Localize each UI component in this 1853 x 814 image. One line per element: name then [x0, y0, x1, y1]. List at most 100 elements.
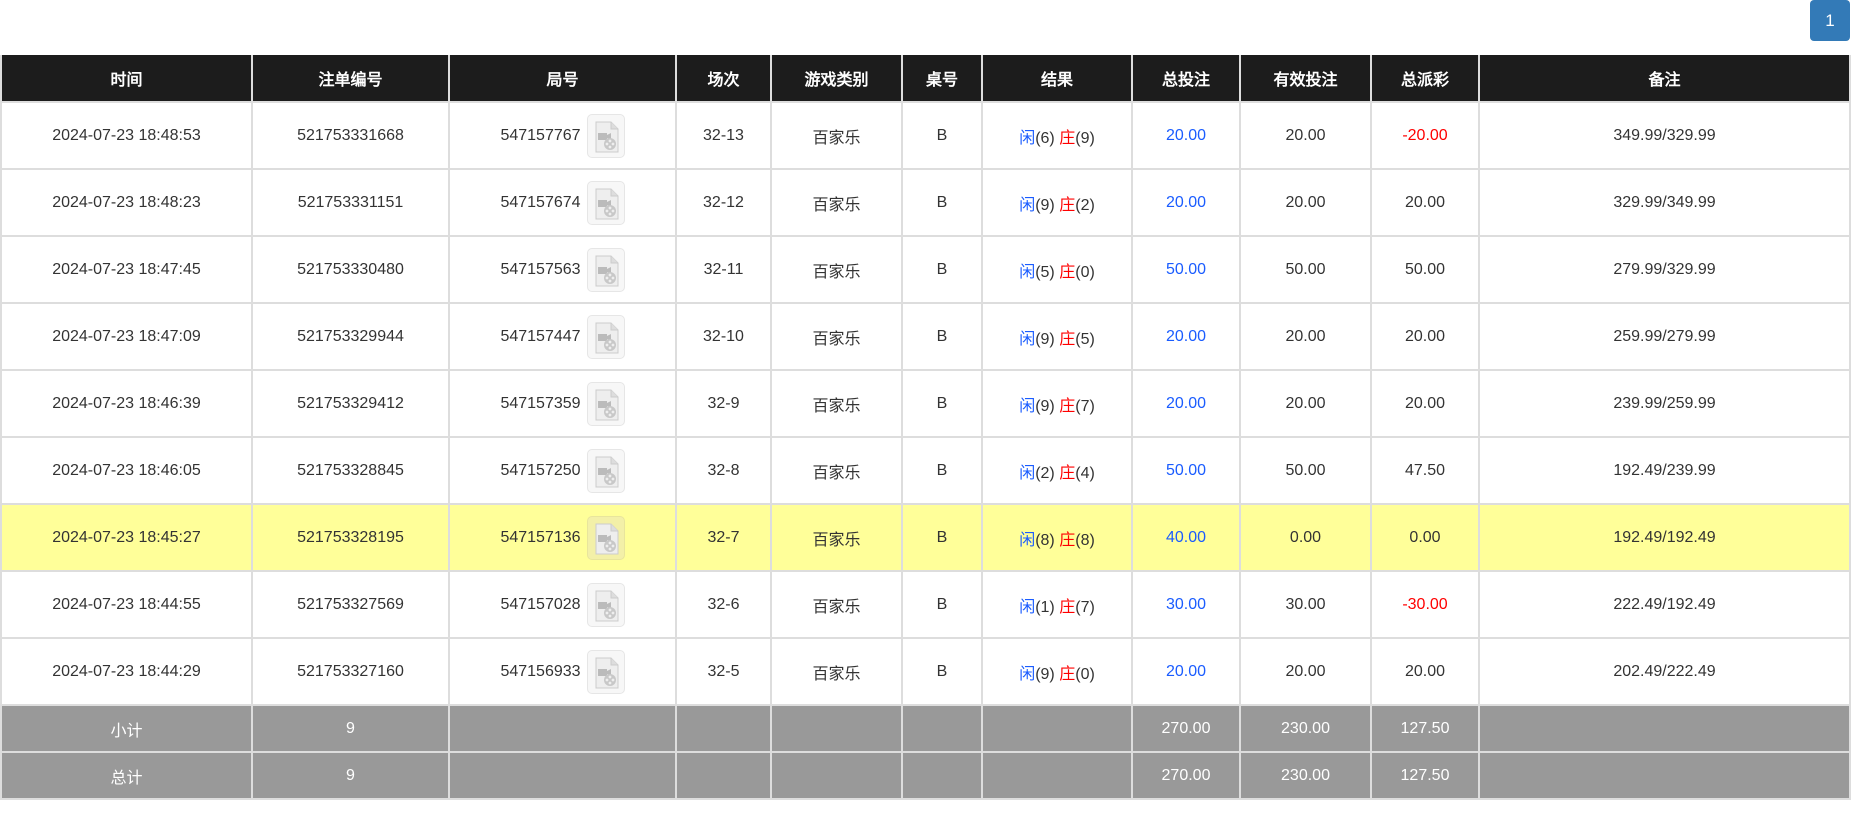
- table-row: 2024-07-23 18:47:09 521753329944 5471574…: [0, 302, 1851, 371]
- table-row: 2024-07-23 18:48:23 521753331151 5471576…: [0, 168, 1851, 237]
- time-cell: 2024-07-23 18:47:09: [0, 302, 253, 371]
- round-cell: 547157767: [448, 101, 677, 170]
- video-replay-icon[interactable]: [586, 649, 625, 694]
- subtotal-row: 小计 9 270.00 230.00 127.50: [0, 704, 1851, 753]
- total-bet-cell: 40.00: [1131, 503, 1241, 572]
- session-cell: 32-13: [675, 101, 772, 170]
- video-replay-icon[interactable]: [586, 180, 625, 225]
- banker-score: (8): [1075, 531, 1095, 549]
- player-label: 闲: [1019, 263, 1036, 281]
- banker-label: 庄: [1059, 263, 1076, 281]
- valid-bet-cell: 20.00: [1239, 369, 1372, 438]
- video-replay-icon[interactable]: [586, 515, 625, 560]
- header-session: 场次: [675, 55, 772, 103]
- bet-no-cell: 521753327160: [251, 637, 450, 706]
- table-no-cell: B: [901, 369, 983, 438]
- round-number: 547157674: [500, 193, 581, 211]
- game-type-cell: 百家乐: [770, 168, 903, 237]
- bet-no-cell: 521753330480: [251, 235, 450, 304]
- banker-score: (9): [1075, 129, 1095, 147]
- banker-label: 庄: [1059, 598, 1076, 616]
- player-score: (9): [1035, 397, 1055, 415]
- game-type-cell: 百家乐: [770, 503, 903, 572]
- time-cell: 2024-07-23 18:44:55: [0, 570, 253, 639]
- total-bet-cell: 20.00: [1131, 369, 1241, 438]
- round-cell: 547157250: [448, 436, 677, 505]
- header-valid-bet: 有效投注: [1239, 55, 1372, 103]
- result-cell: 闲(9) 庄(5): [981, 302, 1133, 371]
- game-type-cell: 百家乐: [770, 570, 903, 639]
- table-row: 2024-07-23 18:44:55 521753327569 5471570…: [0, 570, 1851, 639]
- total-valid-bet: 230.00: [1239, 751, 1372, 800]
- player-label: 闲: [1019, 330, 1036, 348]
- round-cell: 547157447: [448, 302, 677, 371]
- valid-bet-cell: 50.00: [1239, 436, 1372, 505]
- table-header: 时间 注单编号 局号 场次 游戏类别 桌号 结果 总投注 有效投注 总派彩 备注: [0, 55, 1851, 103]
- header-total-bet: 总投注: [1131, 55, 1241, 103]
- payout-cell: 20.00: [1370, 637, 1480, 706]
- video-replay-icon[interactable]: [586, 582, 625, 627]
- note-cell: 259.99/279.99: [1478, 302, 1851, 371]
- result-cell: 闲(6) 庄(9): [981, 101, 1133, 170]
- subtotal-valid-bet: 230.00: [1239, 704, 1372, 753]
- header-bet-no: 注单编号: [251, 55, 450, 103]
- table-no-cell: B: [901, 235, 983, 304]
- video-replay-icon[interactable]: [586, 113, 625, 158]
- subtotal-count: 9: [251, 704, 450, 753]
- table-row: 2024-07-23 18:46:05 521753328845 5471572…: [0, 436, 1851, 505]
- valid-bet-cell: 20.00: [1239, 637, 1372, 706]
- table-no-cell: B: [901, 637, 983, 706]
- payout-cell: 20.00: [1370, 369, 1480, 438]
- player-score: (9): [1035, 665, 1055, 683]
- valid-bet-cell: 50.00: [1239, 235, 1372, 304]
- total-count: 9: [251, 751, 450, 800]
- note-cell: 329.99/349.99: [1478, 168, 1851, 237]
- total-bet-cell: 20.00: [1131, 302, 1241, 371]
- session-cell: 32-6: [675, 570, 772, 639]
- empty-cell: [901, 704, 983, 753]
- result-cell: 闲(1) 庄(7): [981, 570, 1133, 639]
- valid-bet-cell: 20.00: [1239, 302, 1372, 371]
- banker-label: 庄: [1059, 464, 1076, 482]
- video-replay-icon[interactable]: [586, 448, 625, 493]
- round-cell: 547157359: [448, 369, 677, 438]
- player-score: (5): [1035, 263, 1055, 281]
- result-cell: 闲(8) 庄(8): [981, 503, 1133, 572]
- player-label: 闲: [1019, 665, 1036, 683]
- empty-cell: [981, 704, 1133, 753]
- game-type-cell: 百家乐: [770, 637, 903, 706]
- table-no-cell: B: [901, 168, 983, 237]
- time-cell: 2024-07-23 18:48:53: [0, 101, 253, 170]
- empty-cell: [901, 751, 983, 800]
- player-score: (9): [1035, 196, 1055, 214]
- payout-cell: 47.50: [1370, 436, 1480, 505]
- video-replay-icon[interactable]: [586, 314, 625, 359]
- empty-cell: [770, 751, 903, 800]
- page-1-button[interactable]: 1: [1810, 0, 1850, 41]
- video-replay-icon[interactable]: [586, 381, 625, 426]
- total-bet-cell: 20.00: [1131, 168, 1241, 237]
- banker-label: 庄: [1059, 665, 1076, 683]
- subtotal-label: 小计: [0, 704, 253, 753]
- table-no-cell: B: [901, 436, 983, 505]
- banker-score: (5): [1075, 330, 1095, 348]
- total-row: 总计 9 270.00 230.00 127.50: [0, 751, 1851, 800]
- time-cell: 2024-07-23 18:44:29: [0, 637, 253, 706]
- session-cell: 32-9: [675, 369, 772, 438]
- empty-cell: [448, 704, 677, 753]
- bet-no-cell: 521753329412: [251, 369, 450, 438]
- player-label: 闲: [1019, 598, 1036, 616]
- empty-cell: [981, 751, 1133, 800]
- banker-score: (0): [1075, 263, 1095, 281]
- video-replay-icon[interactable]: [586, 247, 625, 292]
- header-time: 时间: [0, 55, 253, 103]
- session-cell: 32-10: [675, 302, 772, 371]
- round-number: 547157028: [500, 595, 581, 613]
- total-bet-cell: 50.00: [1131, 436, 1241, 505]
- table-row: 2024-07-23 18:47:45 521753330480 5471575…: [0, 235, 1851, 304]
- note-cell: 239.99/259.99: [1478, 369, 1851, 438]
- header-game-type: 游戏类别: [770, 55, 903, 103]
- note-cell: 222.49/192.49: [1478, 570, 1851, 639]
- total-payout: 127.50: [1370, 751, 1480, 800]
- banker-label: 庄: [1059, 397, 1076, 415]
